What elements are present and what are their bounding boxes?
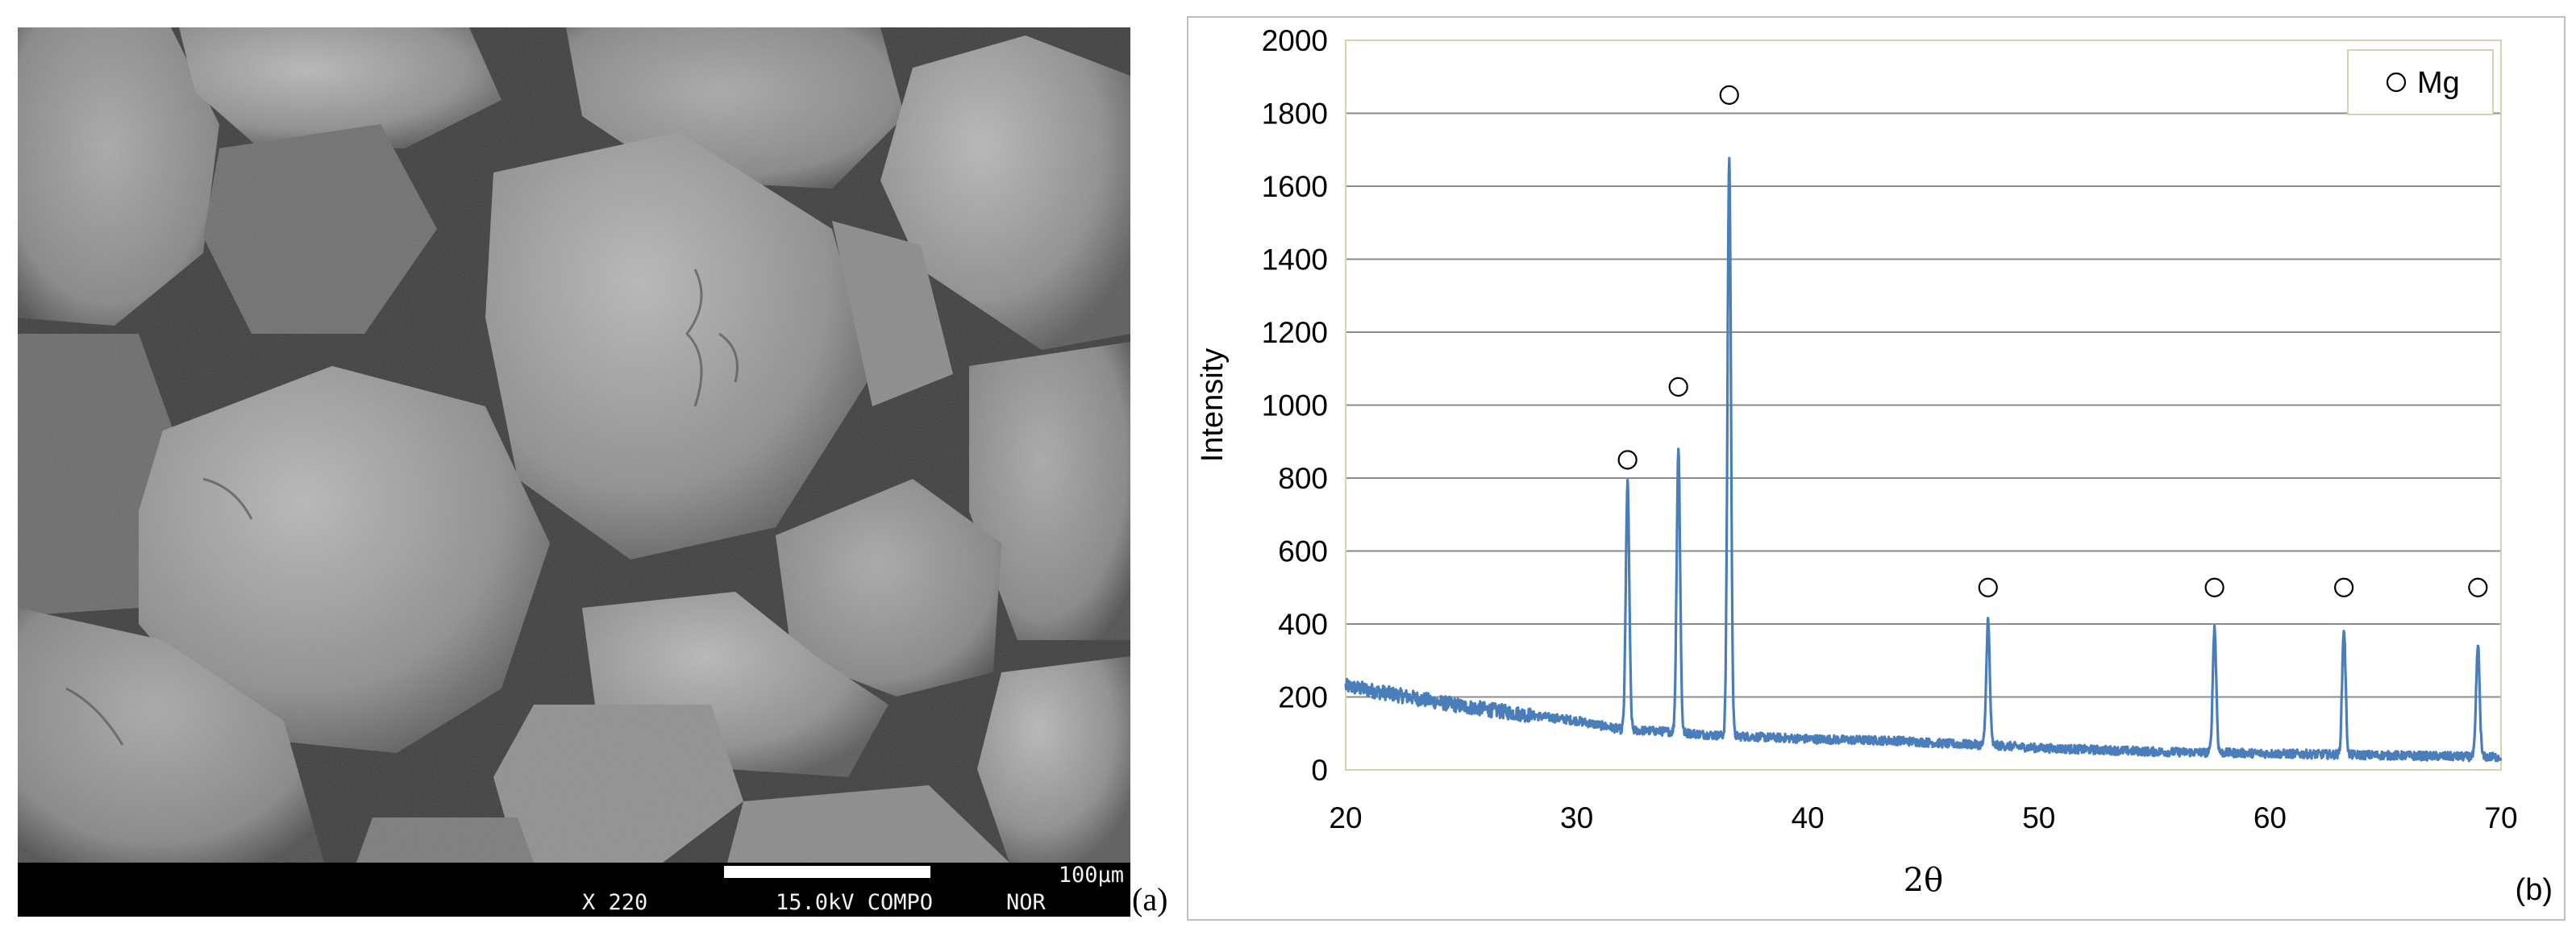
sem-scale-bar xyxy=(724,866,930,878)
sem-info-bar: 100µm X 220 15.0kV COMPO NOR xyxy=(18,863,1130,917)
y-tick-label-1800: 1800 xyxy=(1262,98,1328,131)
axis-tick-labels: 0 200 400 600 800 1000 1200 1400 1600 1800 2000 20 3… xyxy=(1262,24,2518,834)
panel-b-label: (b) xyxy=(2515,873,2553,907)
y-tick-label-600: 600 xyxy=(1278,535,1328,568)
peak-marker-2 xyxy=(1668,376,1688,397)
x-tick-label-40: 40 xyxy=(1792,801,1825,834)
x-axis-title: 2θ xyxy=(1904,862,1944,899)
chart-legend: Mg xyxy=(2347,49,2494,115)
panel-b-xrd-chart: 0 200 400 600 800 1000 1200 1400 1600 1800 2000 20 3… xyxy=(1187,16,2566,921)
y-tick-label-800: 800 xyxy=(1278,462,1328,495)
y-tick-label-0: 0 xyxy=(1311,754,1328,787)
y-axis-title: Intensity xyxy=(1196,348,1230,463)
peak-marker-5 xyxy=(2204,577,2224,597)
y-tick-label-1000: 1000 xyxy=(1262,389,1328,422)
peak-marker-1 xyxy=(1617,450,1638,470)
sem-voltage-mode: 15.0kV COMPO xyxy=(776,890,934,915)
x-tick-label-70: 70 xyxy=(2484,801,2517,834)
peak-marker-7 xyxy=(2468,577,2488,597)
sem-magnification: X 220 xyxy=(582,890,648,915)
xrd-chart: 0 200 400 600 800 1000 1200 1400 1600 1800 2000 20 3… xyxy=(1196,24,2518,899)
y-tick-label-200: 200 xyxy=(1278,681,1328,714)
plot-area-frame xyxy=(1345,40,2502,771)
legend-entry-label: Mg xyxy=(2417,66,2460,100)
peak-marker-6 xyxy=(2334,577,2354,597)
peak-marker-4 xyxy=(1978,577,1998,597)
x-tick-label-30: 30 xyxy=(1560,801,1593,834)
grid-lines xyxy=(1345,40,2501,771)
sem-scale-label: 100µm xyxy=(1058,863,1124,888)
y-tick-label-1200: 1200 xyxy=(1262,316,1328,349)
panel-a-sem-micrograph: 100µm X 220 15.0kV COMPO NOR (a) xyxy=(0,0,1177,936)
sem-micrograph-image xyxy=(18,27,1130,863)
sem-signal: NOR xyxy=(1006,890,1046,915)
y-tick-label-400: 400 xyxy=(1278,608,1328,641)
legend-box xyxy=(2347,49,2494,115)
peak-marker-3 xyxy=(1719,85,1739,105)
y-tick-label-1600: 1600 xyxy=(1262,170,1328,203)
x-tick-label-20: 20 xyxy=(1329,801,1362,834)
legend-circle-marker xyxy=(2386,72,2407,93)
panel-a-label: (a) xyxy=(1132,881,1168,917)
series-line-mg xyxy=(1344,156,2503,763)
x-tick-label-60: 60 xyxy=(2253,801,2287,834)
peak-markers xyxy=(1617,85,2488,597)
y-tick-label-2000: 2000 xyxy=(1262,24,1328,57)
x-tick-label-50: 50 xyxy=(2022,801,2055,834)
y-tick-label-1400: 1400 xyxy=(1262,243,1328,277)
